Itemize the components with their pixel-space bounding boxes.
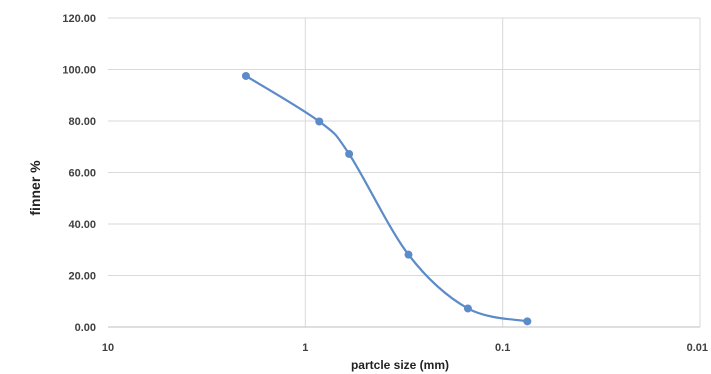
y-tick-label: 100.00 [62, 65, 96, 77]
data-point [345, 149, 354, 158]
data-point [404, 250, 413, 259]
data-point [241, 71, 250, 80]
horizontal-gridlines [108, 17, 700, 276]
x-tick-label: 0.01 [687, 342, 708, 354]
y-tick-label: 20.00 [68, 271, 96, 283]
y-tick-label: 120.00 [62, 13, 96, 25]
series-line [245, 75, 528, 323]
x-axis-title: partcle size (mm) [351, 358, 449, 372]
data-point [315, 117, 324, 126]
y-tick-labels: 0.00 20.00 40.00 60.00 80.00 100.00 120.00 [62, 13, 96, 334]
y-tick-label: 80.00 [68, 116, 96, 128]
vertical-gridlines [304, 18, 701, 327]
y-tick-label: 60.00 [68, 168, 96, 180]
data-point [463, 304, 472, 313]
y-axis-title: finner % [27, 160, 43, 216]
series-layer [241, 71, 532, 326]
y-tick-label: 40.00 [68, 219, 96, 231]
x-tick-labels: 10 1 0.1 0.01 [102, 342, 708, 354]
y-tick-label: 0.00 [75, 322, 96, 334]
x-tick-label: 1 [302, 342, 308, 354]
x-tick-label: 10 [102, 342, 114, 354]
data-point [523, 317, 532, 326]
x-tick-label: 0.1 [495, 342, 510, 354]
